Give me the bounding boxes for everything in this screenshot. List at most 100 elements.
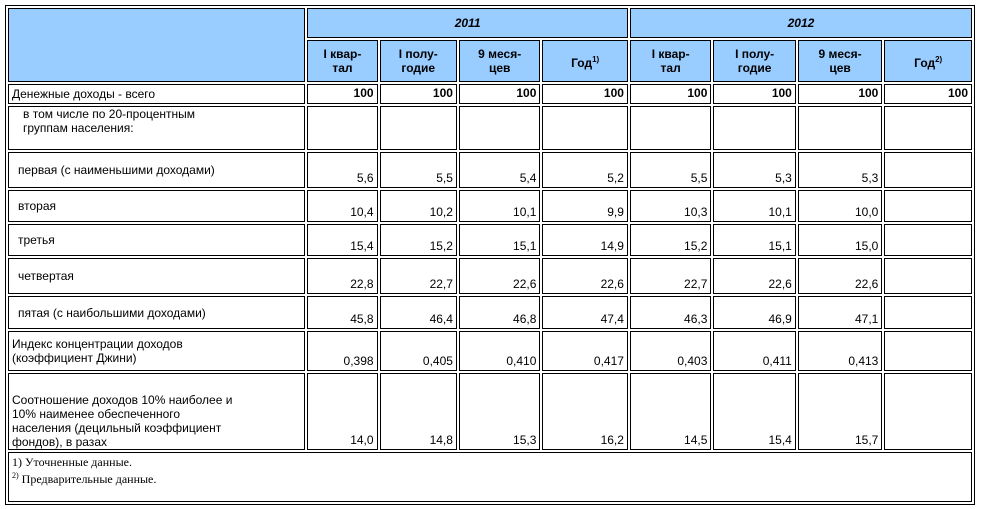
period-header-text: Год: [914, 55, 936, 70]
value-cell: 22,6: [458, 258, 541, 294]
value-cell: 5,3: [797, 152, 883, 188]
table-row: вторая 10,4 10,2 10,1 9,9 10,3 10,1 10,0: [8, 190, 972, 222]
value-cell: 0,403: [629, 331, 712, 371]
header-row-years: 2011 2012: [8, 8, 972, 82]
value-cell: 15,2: [629, 224, 712, 256]
row-label: четвертая: [8, 258, 306, 294]
period-header-text: I квар- тал: [651, 47, 690, 75]
header-row-periods: I квар- тал I полу- годие 9 меся- цев Год1)…: [8, 40, 972, 82]
year-2011-header: 2011: [307, 8, 628, 38]
value-cell: 0,413: [797, 331, 883, 371]
value-cell: 14,0: [307, 373, 378, 450]
value-cell: 0,405: [379, 331, 457, 371]
value-cell: 10,3: [629, 190, 712, 222]
value-cell: 100: [542, 84, 628, 104]
footnotes: 1) Уточненные данные. 2) Предварительные…: [8, 452, 972, 502]
period-header-7: 9 меся- цев: [797, 40, 883, 82]
table-row: четвертая 22,8 22,7 22,6 22,6 22,7 22,6 22,6: [8, 258, 972, 294]
value-cell: [379, 106, 457, 150]
value-cell: 100: [884, 84, 972, 104]
value-cell: 100: [713, 84, 796, 104]
value-cell: 22,7: [629, 258, 712, 294]
table-row: Денежные доходы - всего 100 100 100 100 100 10…: [8, 84, 972, 104]
table-row: Индекс концентрации доходов (коэффициент…: [8, 331, 972, 371]
footnote-2-text: Предварительные данные.: [18, 472, 157, 486]
row-label: пятая (с наибольшими доходами): [8, 296, 306, 329]
value-cell: 0,411: [713, 331, 796, 371]
value-cell: 45,8: [307, 296, 378, 329]
value-cell: [884, 190, 972, 222]
value-cell: [884, 258, 972, 294]
value-cell: [884, 331, 972, 371]
value-cell: 15,4: [713, 373, 796, 450]
footnote-1-text: Уточненные данные.: [22, 455, 132, 469]
table-row: пятая (с наибольшими доходами) 45,8 46,4 46…: [8, 296, 972, 329]
value-cell: 22,7: [379, 258, 457, 294]
value-cell: 0,417: [542, 331, 628, 371]
value-cell: 10,0: [797, 190, 883, 222]
value-cell: 47,4: [542, 296, 628, 329]
header-corner-cell: [8, 8, 306, 82]
period-header-2: I полу- годие: [379, 40, 457, 82]
period-header-6: I полу- годие: [713, 40, 796, 82]
period-header-text: I полу- годие: [398, 47, 438, 75]
value-cell: 47,1: [797, 296, 883, 329]
value-cell: 10,4: [307, 190, 378, 222]
period-header-4: Год1): [542, 40, 628, 82]
period-header-text: 9 меся- цев: [818, 47, 862, 75]
period-header-text: I квар- тал: [323, 47, 362, 75]
period-header-5: I квар- тал: [629, 40, 712, 82]
table-body: Денежные доходы - всего 100 100 100 100 100 10…: [8, 84, 972, 450]
value-cell: 22,8: [307, 258, 378, 294]
value-cell: 0,398: [307, 331, 378, 371]
period-header-footnote-mark: 2): [935, 54, 943, 64]
value-cell: 14,8: [379, 373, 457, 450]
row-label: Индекс концентрации доходов (коэффициент…: [8, 331, 306, 371]
value-cell: 100: [797, 84, 883, 104]
period-header-text: 9 меся- цев: [478, 47, 522, 75]
row-label: Денежные доходы - всего: [8, 84, 306, 104]
row-label: первая (с наименьшими доходами): [8, 152, 306, 188]
row-label: вторая: [8, 190, 306, 222]
table-row: Соотношение доходов 10% наиболее и 10% н…: [8, 373, 972, 450]
value-cell: 22,6: [713, 258, 796, 294]
value-cell: [458, 106, 541, 150]
value-cell: 46,8: [458, 296, 541, 329]
income-distribution-table: 2011 2012 I квар- тал I полу- годие 9 меся…: [5, 5, 975, 505]
value-cell: [629, 106, 712, 150]
value-cell: [713, 106, 796, 150]
value-cell: 10,1: [713, 190, 796, 222]
period-header-8: Год2): [884, 40, 972, 82]
table-row: первая (с наименьшими доходами) 5,6 5,5 5,4…: [8, 152, 972, 188]
value-cell: 10,1: [458, 190, 541, 222]
value-cell: 15,4: [307, 224, 378, 256]
value-cell: 100: [307, 84, 378, 104]
footnote-2-mark: 2): [12, 471, 19, 480]
value-cell: 5,5: [629, 152, 712, 188]
period-header-3: 9 меся- цев: [458, 40, 541, 82]
period-header-1: I квар- тал: [307, 40, 378, 82]
period-header-text: I полу- годие: [735, 47, 775, 75]
value-cell: [884, 296, 972, 329]
value-cell: 46,9: [713, 296, 796, 329]
row-label: третья: [8, 224, 306, 256]
value-cell: 46,4: [379, 296, 457, 329]
value-cell: 100: [629, 84, 712, 104]
value-cell: 0,410: [458, 331, 541, 371]
period-header-text: Год: [571, 55, 593, 70]
value-cell: [542, 106, 628, 150]
footnote-1-mark: 1): [12, 455, 22, 469]
value-cell: 5,2: [542, 152, 628, 188]
value-cell: 14,9: [542, 224, 628, 256]
value-cell: 15,1: [713, 224, 796, 256]
value-cell: 5,6: [307, 152, 378, 188]
value-cell: [797, 106, 883, 150]
value-cell: 22,6: [542, 258, 628, 294]
value-cell: [884, 106, 972, 150]
notes-row: 1) Уточненные данные. 2) Предварительные…: [8, 452, 972, 502]
value-cell: [884, 224, 972, 256]
value-cell: [884, 373, 972, 450]
footnote-1: 1) Уточненные данные.: [12, 455, 968, 469]
value-cell: [307, 106, 378, 150]
value-cell: 10,2: [379, 190, 457, 222]
